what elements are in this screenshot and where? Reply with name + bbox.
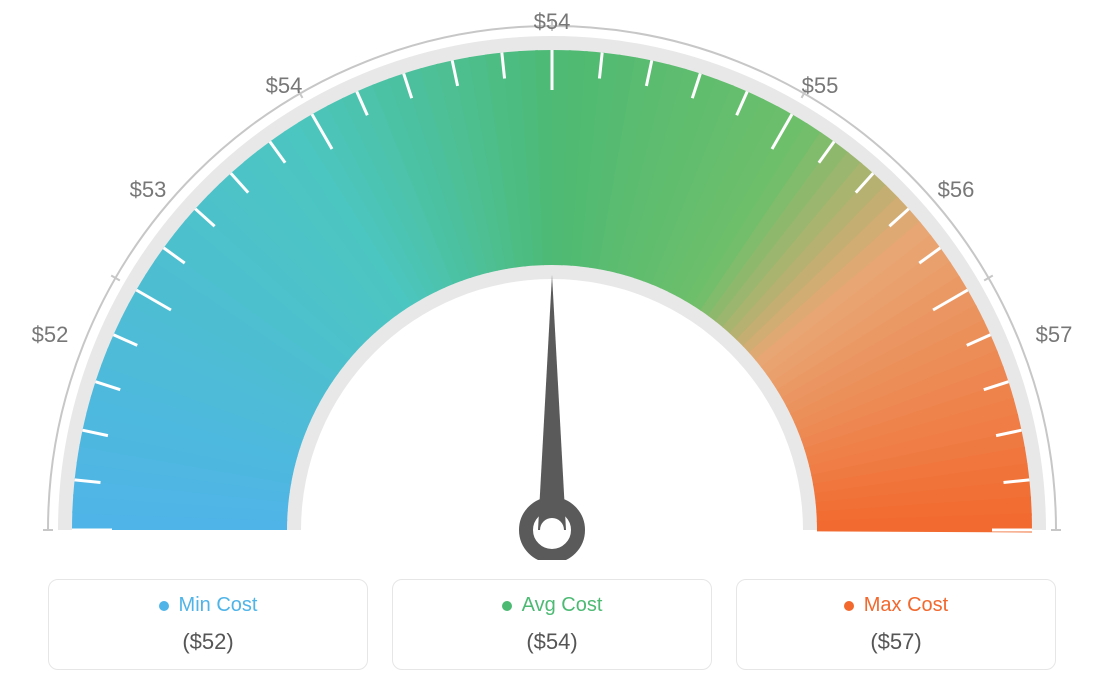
gauge-axis-label: $55 [802, 73, 839, 99]
legend-dot-avg [502, 601, 512, 611]
legend-dot-min [159, 601, 169, 611]
legend-title-max: Max Cost [755, 594, 1037, 617]
legend-label-min: Min Cost [179, 594, 258, 617]
legend-label-max: Max Cost [864, 594, 948, 617]
gauge-svg [0, 0, 1104, 560]
legend-title-avg: Avg Cost [411, 594, 693, 617]
legend-dot-max [844, 601, 854, 611]
legend-row: Min Cost ($52) Avg Cost ($54) Max Cost (… [0, 579, 1104, 670]
legend-box-min: Min Cost ($52) [48, 579, 368, 670]
gauge-axis-label: $54 [266, 73, 303, 99]
gauge-axis-label: $54 [534, 9, 571, 35]
legend-box-max: Max Cost ($57) [736, 579, 1056, 670]
gauge-axis-label: $56 [938, 177, 975, 203]
legend-value-min: ($52) [67, 629, 349, 655]
legend-label-avg: Avg Cost [522, 594, 603, 617]
gauge-axis-label: $57 [1036, 322, 1073, 348]
legend-title-min: Min Cost [67, 594, 349, 617]
legend-box-avg: Avg Cost ($54) [392, 579, 712, 670]
gauge-axis-label: $53 [130, 177, 167, 203]
legend-value-avg: ($54) [411, 629, 693, 655]
gauge-axis-label: $52 [32, 322, 69, 348]
legend-value-max: ($57) [755, 629, 1037, 655]
gauge-chart: $52 $53 $54 $54 $55 $56 $57 [0, 0, 1104, 560]
